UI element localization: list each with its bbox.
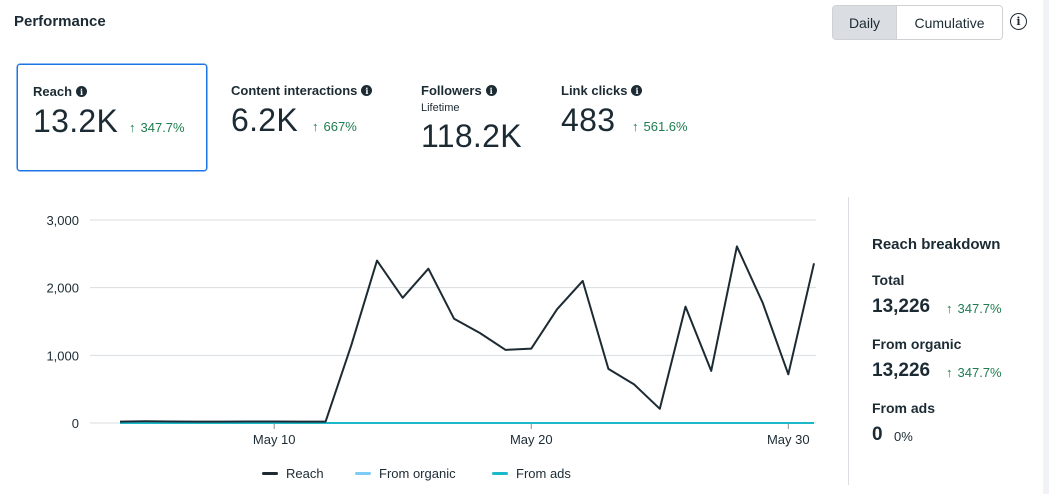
metric-label: Followers i — [421, 83, 497, 98]
legend-swatch — [355, 472, 371, 475]
info-icon[interactable]: i — [485, 85, 497, 96]
breakdown-ads-value: 0 — [872, 424, 883, 445]
daily-toggle-button[interactable]: Daily — [833, 6, 897, 39]
metric-sublabel: Lifetime — [421, 102, 460, 114]
breakdown-ads-pct: 0% — [894, 429, 913, 444]
arrow-up-icon: ↑ — [946, 301, 953, 316]
info-circle-icon[interactable]: i — [1010, 13, 1027, 30]
metric-label: Content interactions i — [231, 83, 373, 98]
reach-line-chart[interactable]: 0 1,000 2,000 3,000 May 10 May 20 May 30 — [0, 190, 840, 460]
arrow-up-icon: ↑ — [129, 120, 136, 135]
y-tick-label: 0 — [72, 416, 79, 431]
legend-swatch — [262, 472, 278, 475]
cumulative-toggle-button[interactable]: Cumulative — [897, 6, 1002, 39]
scrollbar-track[interactable] — [1043, 0, 1049, 494]
x-tick-label: May 20 — [510, 432, 553, 447]
y-tick-label: 1,000 — [46, 348, 79, 363]
metric-change: ↑ 347.7% — [129, 120, 185, 135]
info-icon[interactable]: i — [361, 85, 373, 96]
metric-label: Link clicks i — [561, 83, 643, 98]
info-icon[interactable]: i — [631, 85, 643, 96]
breakdown-organic-value: 13,226 — [872, 360, 931, 381]
arrow-up-icon: ↑ — [946, 365, 953, 380]
view-mode-toggle: Daily Cumulative — [832, 5, 1003, 40]
x-tick-label: May 10 — [253, 432, 296, 447]
metric-change: ↑ 667% — [312, 119, 357, 134]
legend-swatch — [492, 472, 508, 475]
metric-value: 483 — [561, 102, 616, 138]
metric-value: 118.2K — [421, 118, 522, 154]
series-line-reach — [119, 245, 815, 423]
legend-label: From ads — [516, 466, 571, 481]
x-tick-label: May 30 — [767, 432, 810, 447]
metric-value: 6.2K — [231, 102, 299, 138]
breakdown-total-change: ↑ 347.7% — [946, 301, 1002, 316]
breakdown-ads-label: From ads — [872, 400, 936, 416]
breakdown-total-label: Total — [872, 272, 905, 288]
metric-label: Reach i — [33, 84, 88, 99]
breakdown-title: Reach breakdown — [872, 236, 1001, 253]
legend-item-ads[interactable]: From ads — [492, 466, 571, 481]
breakdown-organic-change: ↑ 347.7% — [946, 365, 1002, 380]
y-tick-label: 3,000 — [46, 213, 79, 228]
arrow-up-icon: ↑ — [632, 119, 639, 134]
metric-card-followers[interactable]: Followers i Lifetime 118.2K — [406, 64, 546, 171]
divider — [848, 197, 849, 485]
page-title: Performance — [14, 13, 106, 30]
metric-card-content-interactions[interactable]: Content interactions i 6.2K ↑ 667% — [216, 64, 396, 171]
y-tick-label: 2,000 — [46, 281, 79, 296]
legend-item-reach[interactable]: Reach — [262, 466, 324, 481]
breakdown-total-value: 13,226 — [872, 296, 931, 317]
breakdown-organic-label: From organic — [872, 336, 962, 352]
metric-card-link-clicks[interactable]: Link clicks i 483 ↑ 561.6% — [546, 64, 726, 171]
metric-card-reach[interactable]: Reach i 13.2K ↑ 347.7% — [17, 64, 207, 171]
metric-change: ↑ 561.6% — [632, 119, 688, 134]
legend-label: Reach — [286, 466, 324, 481]
info-icon[interactable]: i — [76, 86, 88, 97]
legend-label: From organic — [379, 466, 456, 481]
arrow-up-icon: ↑ — [312, 119, 319, 134]
legend-item-organic[interactable]: From organic — [355, 466, 456, 481]
metric-value: 13.2K — [33, 103, 119, 139]
